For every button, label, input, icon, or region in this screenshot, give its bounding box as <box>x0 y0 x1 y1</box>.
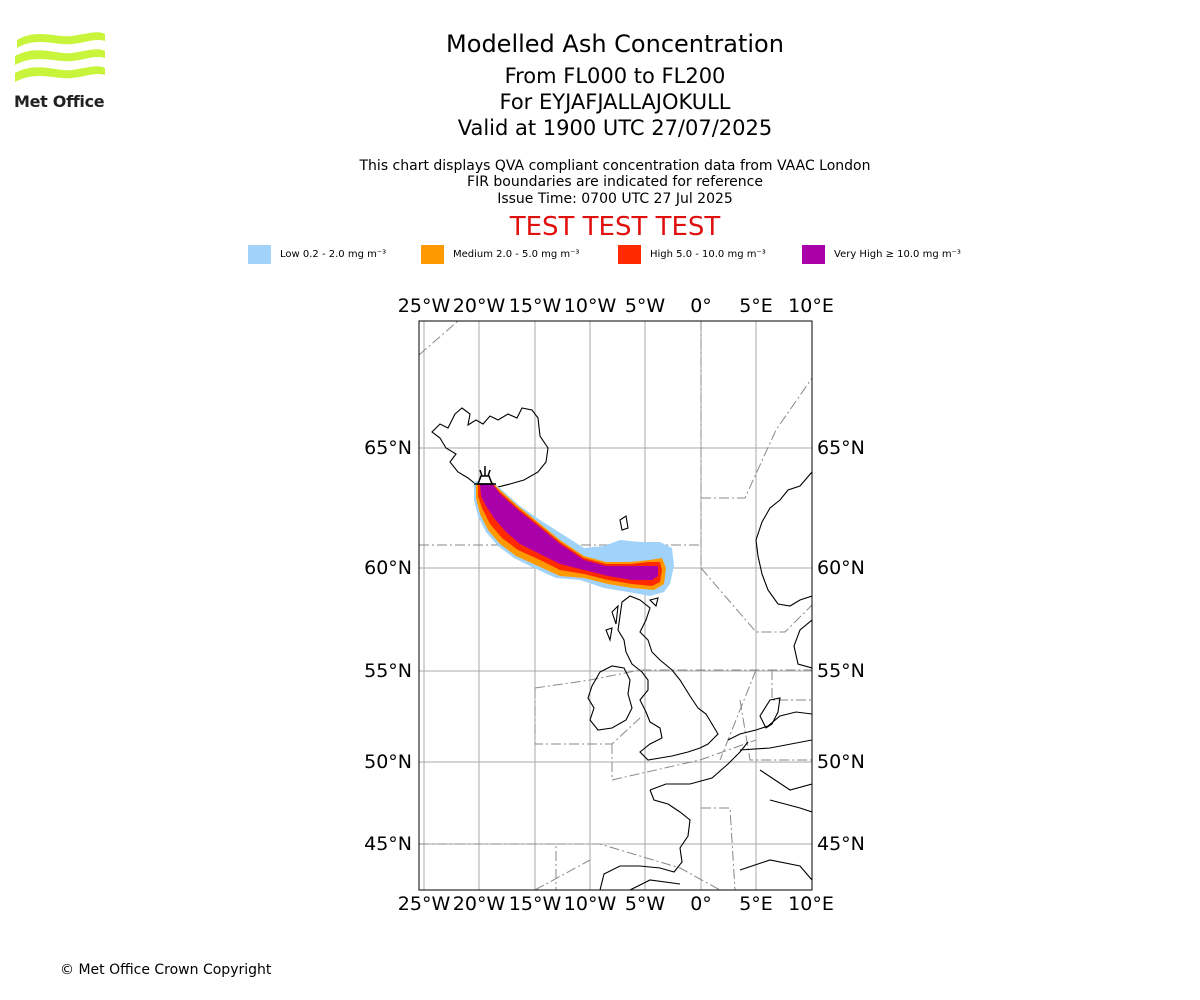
subtitle-compliance: This chart displays QVA compliant concen… <box>359 158 871 174</box>
ash-plume <box>474 478 674 596</box>
legend-label-low: Low 0.2 - 2.0 mg m⁻³ <box>280 248 387 260</box>
chart-title: Modelled Ash Concentration <box>446 30 784 58</box>
copyright: © Met Office Crown Copyright <box>60 962 272 978</box>
volcano-icon[interactable] <box>474 466 496 485</box>
lat-tick: 50°N <box>364 751 412 773</box>
lon-tick: 0° <box>690 295 712 317</box>
logo-text: Met Office <box>14 92 105 111</box>
lat-tick: 45°N <box>817 833 865 855</box>
met-office-logo <box>15 32 105 82</box>
lon-tick: 0° <box>690 893 712 915</box>
lat-tick: 60°N <box>817 557 865 579</box>
volcano-name: For EYJAFJALLAJOKULL <box>499 90 731 114</box>
legend-high: High 5.0 - 10.0 mg m⁻³ <box>618 244 766 264</box>
lat-tick: 60°N <box>364 557 412 579</box>
legend-swatch-high <box>618 244 641 264</box>
lon-ticks-top: 25°W 20°W 15°W 10°W 5°W 0° 5°E 10°E <box>398 295 834 317</box>
lon-tick: 20°W <box>453 893 506 915</box>
subtitle-fir: FIR boundaries are indicated for referen… <box>467 174 763 190</box>
lat-tick: 65°N <box>364 437 412 459</box>
ash-map[interactable]: 25°W 20°W 15°W 10°W 5°W 0° 5°E 10°E 25°W… <box>360 290 880 920</box>
legend-swatch-low <box>248 244 271 264</box>
lon-tick: 5°E <box>739 893 773 915</box>
lon-tick: 5°W <box>625 295 666 317</box>
lon-tick: 15°W <box>509 295 562 317</box>
legend-label-high: High 5.0 - 10.0 mg m⁻³ <box>650 248 766 260</box>
lat-ticks-left: 65°N 60°N 55°N 50°N 45°N <box>364 437 412 855</box>
lon-ticks-bottom: 25°W 20°W 15°W 10°W 5°W 0° 5°E 10°E <box>398 893 834 915</box>
lon-tick: 10°E <box>788 295 834 317</box>
lat-tick: 55°N <box>364 660 412 682</box>
test-banner: TEST TEST TEST <box>509 212 721 242</box>
ash-very-high <box>480 478 658 580</box>
lat-tick: 65°N <box>817 437 865 459</box>
lon-tick: 10°E <box>788 893 834 915</box>
legend-swatch-medium <box>421 244 444 264</box>
lon-tick: 25°W <box>398 893 451 915</box>
legend-low: Low 0.2 - 2.0 mg m⁻³ <box>248 244 386 264</box>
legend-label-very-high: Very High ≥ 10.0 mg m⁻³ <box>834 248 961 260</box>
flight-level-range: From FL000 to FL200 <box>504 64 726 88</box>
legend-label-medium: Medium 2.0 - 5.0 mg m⁻³ <box>453 248 580 260</box>
lat-tick: 55°N <box>817 660 865 682</box>
lat-tick: 50°N <box>817 751 865 773</box>
valid-time: Valid at 1900 UTC 27/07/2025 <box>457 116 773 140</box>
graticule <box>419 321 812 890</box>
legend-swatch-very-high <box>802 244 825 264</box>
lon-tick: 25°W <box>398 295 451 317</box>
issue-time: Issue Time: 0700 UTC 27 Jul 2025 <box>497 191 733 207</box>
lon-tick: 10°W <box>564 295 617 317</box>
lon-tick: 10°W <box>564 893 617 915</box>
lon-tick: 15°W <box>509 893 562 915</box>
legend-medium: Medium 2.0 - 5.0 mg m⁻³ <box>421 244 579 264</box>
ash-medium <box>476 478 666 590</box>
lat-ticks-right: 65°N 60°N 55°N 50°N 45°N <box>817 437 865 855</box>
legend-very-high: Very High ≥ 10.0 mg m⁻³ <box>802 244 961 264</box>
lon-tick: 5°W <box>625 893 666 915</box>
lon-tick: 5°E <box>739 295 773 317</box>
lon-tick: 20°W <box>453 295 506 317</box>
lat-tick: 45°N <box>364 833 412 855</box>
